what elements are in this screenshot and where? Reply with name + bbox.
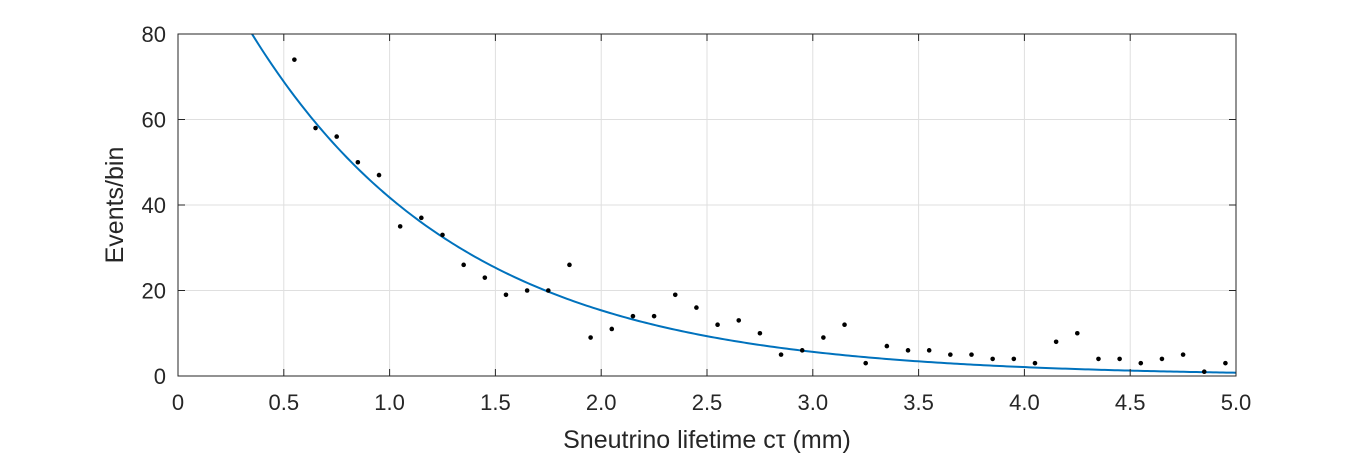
data-point [461,262,466,268]
fit-curve [251,33,1237,374]
data-point [1159,356,1165,362]
x-tick-label: 5.0 [1221,390,1252,415]
data-point [863,360,868,366]
data-point [292,57,297,62]
data-point [334,134,340,139]
data-point [948,352,953,357]
data-point [1011,356,1017,362]
data-point [926,348,932,353]
data-point [651,313,657,319]
data-point [757,330,763,336]
data-point [1223,360,1228,366]
data-point [736,318,742,323]
data-point [440,232,445,238]
data-point [419,215,424,221]
data-point [715,322,720,328]
x-tick-label: 2.0 [586,390,617,415]
data-point [990,356,995,362]
grid [178,34,1236,376]
x-tick-label: 0.5 [269,390,300,415]
y-tick-label: 0 [154,364,166,389]
x-axis-label: Sneutrino lifetime cτ (mm) [563,426,851,454]
data-point [1201,369,1207,375]
data-point [1117,356,1122,362]
x-tick-label: 1.5 [480,390,511,415]
data-point [1180,352,1186,357]
y-tick-label: 60 [142,108,166,133]
data-point [1096,356,1101,362]
data-point [376,172,382,178]
y-tick-label: 40 [142,193,166,218]
data-point [1075,330,1080,336]
data-point [630,313,636,319]
data-point [969,352,974,357]
data-point [567,262,572,268]
y-tick-label: 20 [142,279,166,304]
y-axis-label: Events/bin [101,147,129,264]
x-tick-label: 3.5 [903,390,934,415]
x-tick-label: 0 [172,390,184,415]
data-point [778,352,784,357]
x-tick-label: 3.0 [798,390,829,415]
data-point [588,335,593,340]
axis-ticks [177,33,1237,377]
x-tick-label: 4.5 [1115,390,1146,415]
data-point [799,348,805,353]
data-point [397,224,403,229]
data-point [1053,339,1059,345]
data-point [905,348,911,353]
data-point [313,125,318,131]
data-point [672,292,678,298]
data-point [821,335,826,340]
data-point [1032,360,1038,366]
x-tick-label: 1.0 [374,390,405,415]
data-point [694,305,699,310]
data-point [842,322,847,328]
x-tick-label: 2.5 [692,390,723,415]
data-point [884,343,890,349]
data-point [609,326,615,332]
data-point [524,288,530,293]
data-point [482,275,488,280]
data-points-layer [292,57,1228,375]
data-point [355,159,361,165]
y-tick-label: 80 [142,22,166,47]
data-point [503,292,509,298]
data-point [546,288,551,293]
x-tick-label: 4.0 [1009,390,1040,415]
fit-curve-layer [251,33,1237,374]
axis-tick-labels: 0 0.5 1.0 1.5 2.0 2.5 3.0 3.5 4.0 4.5 5.0 0 20 40 60 80 [142,22,1252,415]
data-point [1138,360,1144,366]
